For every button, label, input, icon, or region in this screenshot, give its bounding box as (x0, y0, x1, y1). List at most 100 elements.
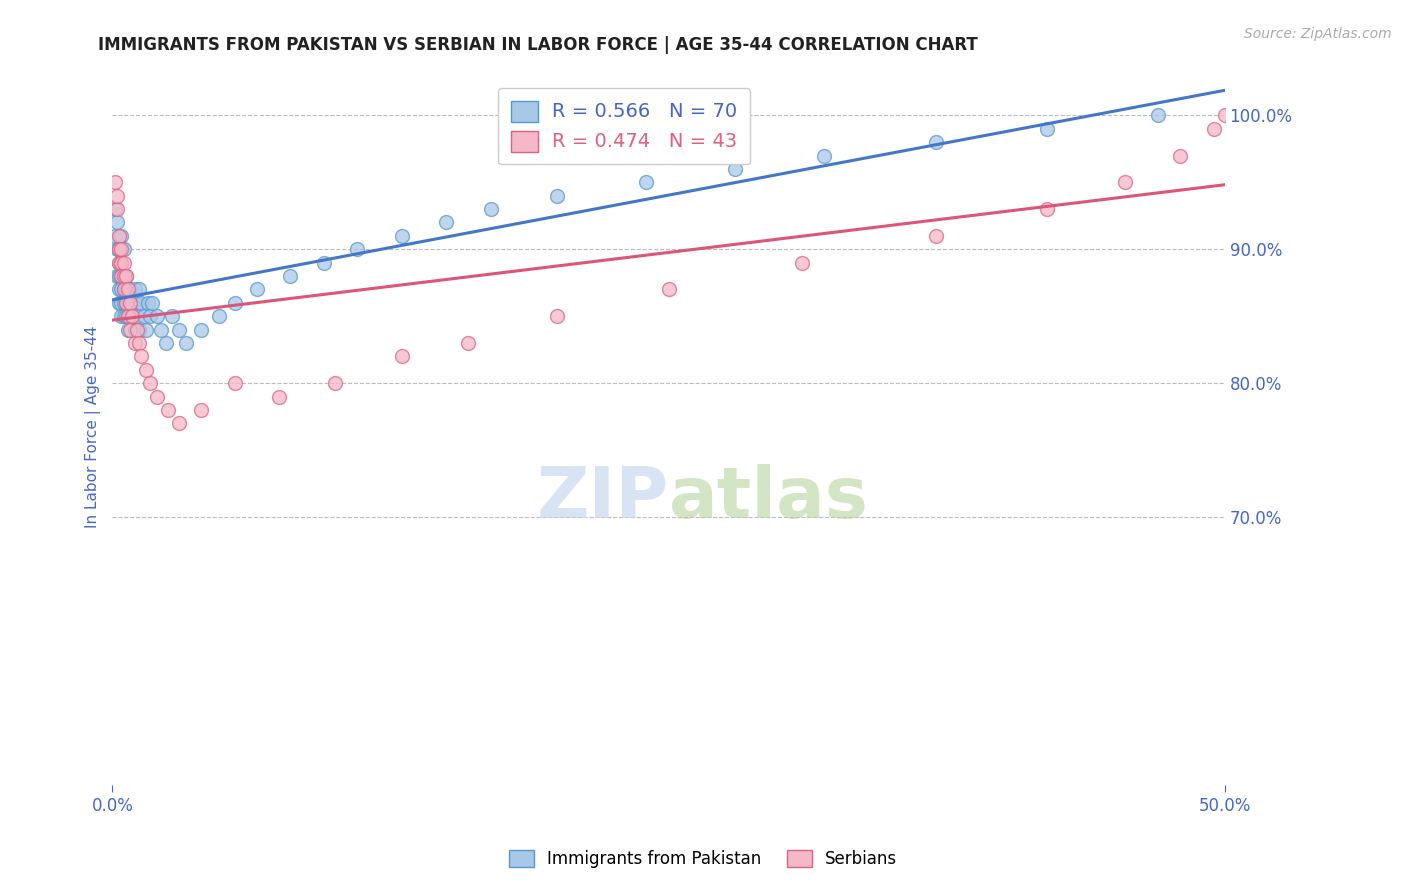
Point (457, 335, 479, 350)
Point (121, 309, 143, 323)
Point (150, 322, 173, 336)
Point (125, 309, 148, 323)
Point (114, 268, 136, 283)
Point (110, 268, 132, 283)
Point (269, 390, 291, 404)
Point (167, 417, 190, 431)
Point (108, 268, 131, 283)
Point (139, 376, 162, 391)
Point (124, 322, 146, 336)
Point (813, 148, 835, 162)
Point (391, 349, 413, 363)
Point (658, 282, 681, 296)
Point (117, 282, 139, 296)
Point (120, 322, 142, 336)
Point (162, 309, 184, 323)
Point (117, 309, 139, 323)
Legend: Immigrants from Pakistan, Serbians: Immigrants from Pakistan, Serbians (502, 843, 904, 875)
Point (391, 228, 413, 243)
Point (108, 228, 131, 243)
Point (112, 268, 135, 283)
Point (724, 161, 747, 176)
Point (131, 295, 153, 310)
Point (1168, 148, 1191, 162)
Point (105, 268, 128, 283)
Point (110, 242, 132, 256)
Point (280, 268, 302, 283)
Point (128, 335, 150, 350)
Point (112, 242, 135, 256)
Point (117, 282, 139, 296)
Point (146, 309, 169, 323)
Point (1147, 108, 1170, 122)
Point (110, 255, 132, 269)
Point (108, 295, 131, 310)
Point (114, 309, 136, 323)
Point (128, 282, 150, 296)
Point (434, 215, 457, 229)
Point (479, 202, 502, 216)
Point (120, 309, 142, 323)
Point (121, 309, 143, 323)
Text: ZIP: ZIP (536, 464, 669, 533)
Point (546, 309, 568, 323)
Point (121, 295, 143, 310)
Point (924, 228, 946, 243)
Point (114, 295, 136, 310)
Point (108, 255, 131, 269)
Text: IMMIGRANTS FROM PAKISTAN VS SERBIAN IN LABOR FORCE | AGE 35-44 CORRELATION CHART: IMMIGRANTS FROM PAKISTAN VS SERBIAN IN L… (98, 36, 979, 54)
Point (110, 295, 132, 310)
Point (1035, 121, 1057, 136)
Point (636, 175, 658, 189)
Point (124, 282, 146, 296)
Point (120, 295, 142, 310)
Point (112, 295, 135, 310)
Point (323, 376, 346, 391)
Point (114, 282, 136, 296)
Point (117, 295, 139, 310)
Point (108, 255, 131, 269)
Point (790, 255, 813, 269)
Point (1035, 202, 1057, 216)
Point (117, 309, 139, 323)
Point (224, 376, 246, 391)
Point (155, 335, 177, 350)
Point (546, 188, 568, 202)
Point (167, 322, 190, 336)
Point (128, 322, 150, 336)
Point (131, 349, 153, 363)
Point (246, 282, 269, 296)
Point (112, 255, 135, 269)
Point (125, 295, 148, 310)
Point (136, 295, 159, 310)
Point (108, 242, 131, 256)
Point (112, 268, 135, 283)
Point (110, 255, 132, 269)
Point (110, 282, 132, 296)
Point (105, 202, 128, 216)
Point (146, 390, 169, 404)
Legend: R = 0.566   N = 70, R = 0.474   N = 43: R = 0.566 N = 70, R = 0.474 N = 43 (498, 88, 749, 164)
Point (114, 295, 136, 310)
Point (105, 242, 128, 256)
Point (208, 309, 231, 323)
Point (141, 295, 163, 310)
Point (112, 309, 135, 323)
Point (157, 403, 180, 417)
Point (124, 335, 146, 350)
Point (124, 295, 146, 310)
Point (224, 295, 246, 310)
Point (110, 228, 132, 243)
Point (108, 242, 131, 256)
Point (105, 215, 128, 229)
Point (104, 228, 127, 243)
Point (1202, 121, 1225, 136)
Point (1114, 175, 1136, 189)
Point (120, 295, 142, 310)
Point (190, 322, 212, 336)
Point (108, 282, 131, 296)
Point (117, 322, 139, 336)
Y-axis label: In Labor Force | Age 35-44: In Labor Force | Age 35-44 (86, 326, 101, 528)
Point (135, 322, 157, 336)
Point (114, 268, 136, 283)
